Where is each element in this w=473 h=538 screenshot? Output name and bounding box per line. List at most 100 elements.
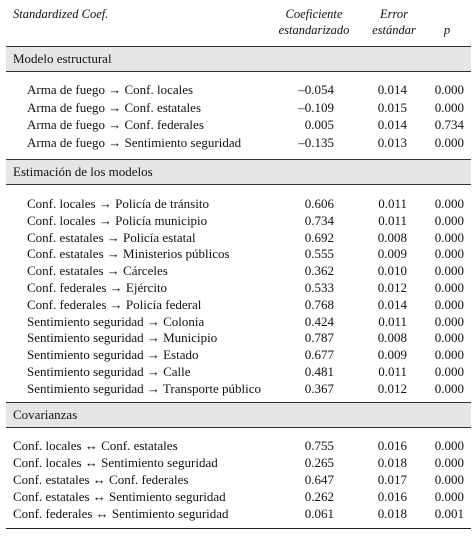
p-value: 0.000 <box>434 280 464 295</box>
p-value: 0.000 <box>434 263 464 279</box>
coef-value: 0.677 <box>304 347 334 363</box>
table-row: Conf. federales → Ejército 0.533 0.012 0.00… <box>0 280 473 297</box>
column-header-p: p <box>443 23 451 37</box>
p-value: 0.000 <box>434 82 464 97</box>
table-row: Sentimiento seguridad → Colonia 0.424 0.01… <box>0 314 473 331</box>
coef-value: –0.109 <box>298 99 334 115</box>
p-value: 0.000 <box>434 212 464 228</box>
p-value: 0.000 <box>434 380 464 396</box>
table-row: Conf. estatales → Policía estatal 0.692 0.… <box>0 230 473 247</box>
se-value: 0.014 <box>377 82 407 97</box>
table-row: Sentimiento seguridad → Municipio 0.787 0.… <box>0 330 473 347</box>
coef-value: 0.734 <box>304 212 334 228</box>
coef-value: –0.054 <box>298 82 334 97</box>
coef-value: 0.606 <box>304 196 334 211</box>
coef-value: 0.768 <box>304 296 334 312</box>
se-value: 0.018 <box>377 454 407 470</box>
se-value: 0.011 <box>378 196 407 211</box>
se-value: 0.009 <box>377 246 407 262</box>
row-label: Conf. estatales → Cárceles <box>27 263 168 279</box>
coef-value: –0.135 <box>298 134 334 150</box>
row-label: Arma de fuego → Conf. estatales <box>27 99 202 115</box>
se-value: 0.012 <box>377 280 407 295</box>
se-value: 0.013 <box>377 134 407 150</box>
table-row: Conf. estatales ↔ Conf. federales 0.647 0.… <box>0 472 473 489</box>
row-label: Conf. federales → Policía federal <box>27 296 202 312</box>
se-value: 0.014 <box>377 296 407 312</box>
se-value: 0.008 <box>377 229 407 245</box>
table-row: Conf. locales → Policía de tránsito 0.606… <box>0 196 473 213</box>
se-value: 0.015 <box>377 99 407 115</box>
section-header: Modelo estructural <box>6 46 471 72</box>
section-header: Covarianzas <box>6 402 471 428</box>
row-label: Conf. estatales ↔ Conf. federales <box>13 471 189 487</box>
coef-value: 0.555 <box>304 246 334 262</box>
p-value: 0.001 <box>434 505 464 521</box>
coef-value: 0.362 <box>304 263 334 279</box>
p-value: 0.000 <box>434 99 464 115</box>
section-title: Estimación de los modelos <box>13 164 153 179</box>
section-title: Covarianzas <box>13 407 78 422</box>
table-row: Conf. estatales ↔ Sentimiento seguridad 0… <box>0 489 473 506</box>
table-row: Conf. locales ↔ Conf. estatales 0.755 0.01… <box>0 438 473 455</box>
coef-value: 0.424 <box>304 313 334 329</box>
row-label: Conf. federales ↔ Sentimiento seguridad <box>13 505 229 521</box>
row-label: Conf. estatales → Policía estatal <box>27 229 196 245</box>
row-label: Conf. locales → Policía municipio <box>27 212 208 228</box>
row-label: Arma de fuego → Conf. federales <box>27 117 204 132</box>
p-value: 0.000 <box>434 347 464 363</box>
coef-value: 0.265 <box>304 454 334 470</box>
coef-value: 0.787 <box>304 330 334 346</box>
table-header: Standardized Coef. Coeficiente estandari… <box>0 4 473 40</box>
se-value: 0.008 <box>377 330 407 346</box>
coef-value: 0.367 <box>304 380 334 396</box>
row-label: Arma de fuego → Conf. locales <box>27 82 194 97</box>
p-value: 0.000 <box>434 438 464 453</box>
se-value: 0.009 <box>377 347 407 363</box>
coef-value: 0.692 <box>304 229 334 245</box>
row-label: Sentimiento seguridad → Colonia <box>27 313 205 329</box>
row-label: Sentimiento seguridad → Estado <box>27 347 199 363</box>
table-row: Sentimiento seguridad → Estado 0.677 0.009… <box>0 347 473 364</box>
table-row: Conf. federales → Policía federal 0.768 0.… <box>0 297 473 314</box>
row-label: Conf. locales → Policía de tránsito <box>27 196 209 211</box>
se-value: 0.017 <box>377 471 407 487</box>
row-label: Sentimiento seguridad → Calle <box>27 364 191 379</box>
coef-value: 0.755 <box>304 438 334 453</box>
column-header-coef: Coeficiente estandarizado <box>258 6 370 38</box>
table-row: Conf. federales ↔ Sentimiento seguridad 0… <box>0 506 473 523</box>
p-value: 0.000 <box>434 246 464 262</box>
row-label: Conf. locales ↔ Conf. estatales <box>13 438 178 453</box>
se-value: 0.016 <box>377 488 407 504</box>
table-row: Sentimiento seguridad → Calle 0.481 0.011 0… <box>0 364 473 381</box>
p-value: 0.000 <box>434 330 464 346</box>
se-value: 0.016 <box>377 438 407 453</box>
p-value: 0.000 <box>434 196 464 211</box>
column-header-coef-line1: Coeficiente <box>285 7 343 21</box>
table-row: Sentimiento seguridad → Transporte públi… <box>0 381 473 398</box>
coef-value: 0.005 <box>304 117 334 132</box>
coef-value: 0.533 <box>304 280 334 295</box>
se-value: 0.011 <box>378 212 407 228</box>
se-value: 0.014 <box>377 117 407 132</box>
table-title: Standardized Coef. <box>13 7 109 21</box>
table-row: Conf. estatales → Cárceles 0.362 0.010 0.00… <box>0 263 473 280</box>
se-value: 0.012 <box>377 380 407 396</box>
table-row: Arma de fuego → Conf. federales 0.005 0.01… <box>0 117 473 134</box>
se-value: 0.010 <box>377 263 407 279</box>
table-row: Conf. locales ↔ Sentimiento seguridad 0.2… <box>0 455 473 472</box>
bottom-rule <box>6 528 471 529</box>
p-value: 0.000 <box>434 134 464 150</box>
coef-value: 0.647 <box>304 471 334 487</box>
row-label: Sentimiento seguridad → Municipio <box>27 330 218 346</box>
p-value: 0.000 <box>434 296 464 312</box>
row-label: Conf. federales → Ejército <box>27 280 168 295</box>
coef-value: 0.262 <box>304 488 334 504</box>
row-label: Arma de fuego → Sentimiento seguridad <box>27 134 242 150</box>
se-value: 0.011 <box>378 364 407 379</box>
table-row: Arma de fuego → Conf. estatales –0.109 0.0… <box>0 100 473 117</box>
table-row: Arma de fuego → Sentimiento seguridad –0.… <box>0 135 473 152</box>
row-label: Conf. estatales → Ministerios públicos <box>27 246 230 262</box>
column-header-se-line2: estándar <box>372 23 416 37</box>
